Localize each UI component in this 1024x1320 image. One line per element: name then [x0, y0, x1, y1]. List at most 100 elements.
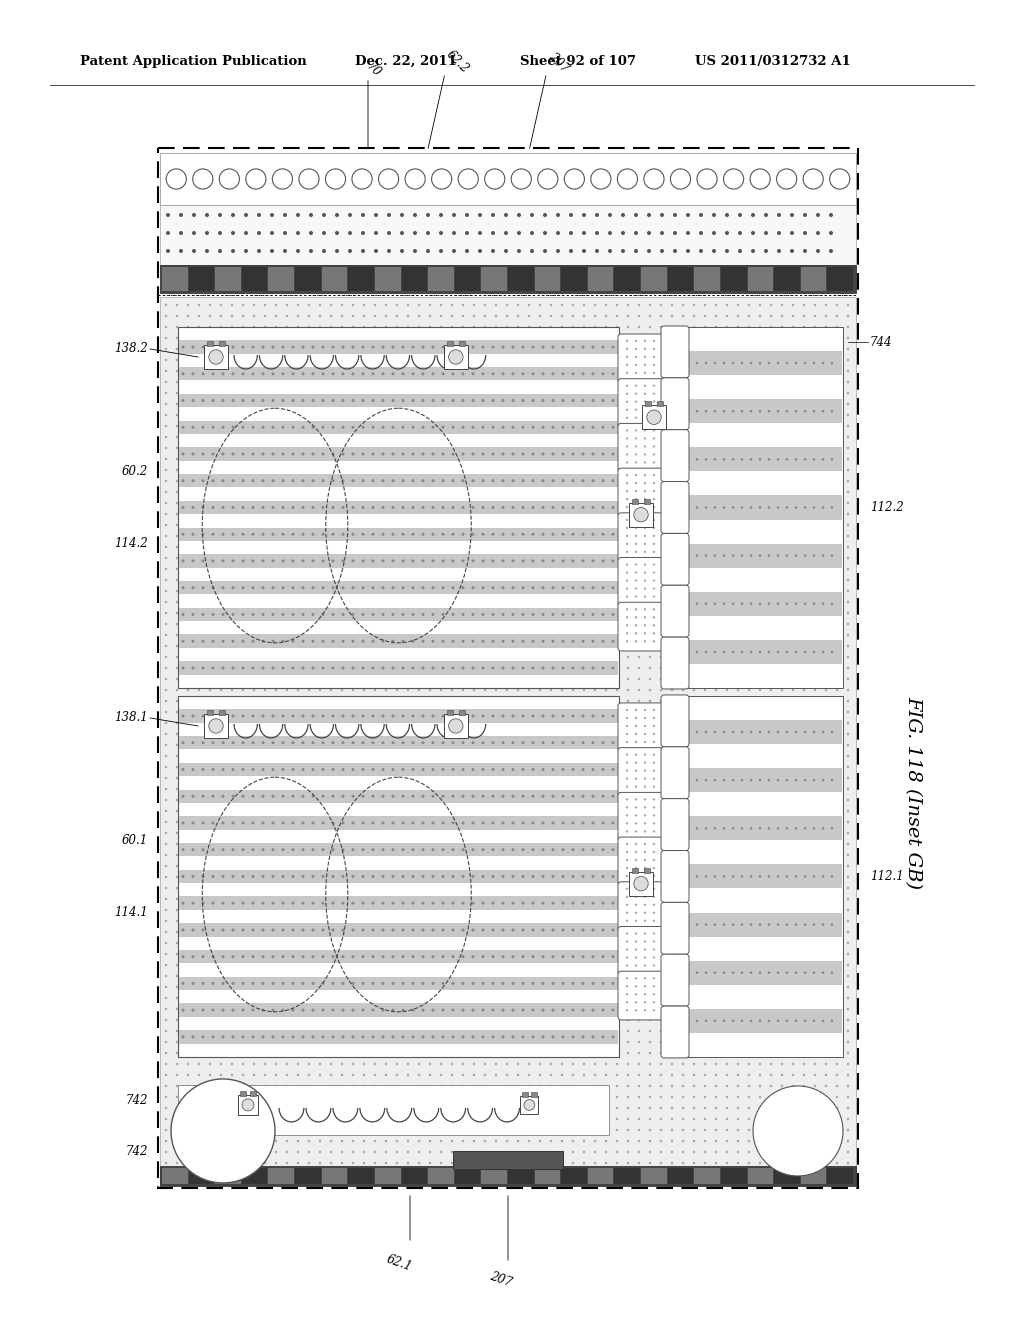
Circle shape: [341, 809, 343, 812]
Circle shape: [662, 993, 665, 995]
Circle shape: [462, 898, 464, 900]
Circle shape: [824, 1162, 827, 1164]
Circle shape: [439, 941, 442, 944]
Circle shape: [330, 611, 333, 614]
Circle shape: [780, 1106, 783, 1109]
Circle shape: [230, 1063, 233, 1065]
Circle shape: [561, 1118, 563, 1121]
Circle shape: [829, 231, 833, 235]
Circle shape: [635, 400, 637, 403]
Circle shape: [527, 512, 530, 515]
Circle shape: [561, 714, 564, 718]
Circle shape: [648, 964, 651, 966]
Circle shape: [605, 578, 607, 581]
Circle shape: [191, 346, 195, 348]
Circle shape: [776, 972, 779, 974]
Circle shape: [583, 1118, 586, 1121]
Circle shape: [506, 380, 508, 383]
Circle shape: [361, 346, 365, 348]
Circle shape: [780, 578, 783, 581]
Circle shape: [418, 1007, 420, 1010]
Circle shape: [626, 474, 628, 477]
Circle shape: [682, 1151, 684, 1154]
Circle shape: [220, 491, 222, 494]
Circle shape: [179, 231, 183, 235]
Circle shape: [594, 1040, 596, 1043]
Circle shape: [471, 560, 474, 562]
Circle shape: [297, 722, 299, 725]
Circle shape: [644, 822, 646, 825]
Circle shape: [462, 446, 464, 449]
Circle shape: [274, 689, 278, 692]
Circle shape: [395, 809, 398, 812]
Circle shape: [429, 1040, 431, 1043]
Circle shape: [517, 1007, 519, 1010]
Circle shape: [220, 1139, 222, 1142]
Circle shape: [671, 524, 674, 527]
Circle shape: [481, 667, 484, 669]
Circle shape: [418, 667, 420, 669]
Circle shape: [814, 1151, 816, 1154]
Circle shape: [274, 535, 278, 537]
Circle shape: [615, 854, 618, 857]
Circle shape: [571, 667, 574, 669]
Circle shape: [594, 634, 596, 636]
Circle shape: [803, 535, 805, 537]
Circle shape: [330, 887, 333, 890]
Circle shape: [795, 651, 798, 653]
Circle shape: [517, 964, 519, 966]
Circle shape: [795, 506, 798, 508]
Circle shape: [374, 1139, 376, 1142]
Circle shape: [176, 898, 178, 900]
Circle shape: [220, 392, 222, 395]
Circle shape: [274, 1172, 278, 1175]
Circle shape: [418, 578, 420, 581]
Circle shape: [351, 768, 354, 771]
Circle shape: [527, 1106, 530, 1109]
Circle shape: [412, 346, 415, 348]
FancyBboxPatch shape: [662, 954, 689, 1006]
Circle shape: [165, 755, 167, 758]
Circle shape: [253, 524, 255, 527]
Circle shape: [792, 634, 795, 636]
Circle shape: [176, 964, 178, 966]
Circle shape: [311, 479, 314, 482]
Circle shape: [659, 1162, 663, 1164]
Circle shape: [748, 644, 751, 647]
Circle shape: [638, 964, 640, 966]
Circle shape: [792, 359, 795, 362]
Circle shape: [274, 337, 278, 339]
Circle shape: [571, 768, 574, 771]
Text: 112.1: 112.1: [870, 870, 904, 883]
Bar: [455, 1168, 480, 1184]
Circle shape: [264, 1063, 266, 1065]
Circle shape: [307, 974, 310, 977]
Circle shape: [748, 986, 751, 989]
Circle shape: [451, 1106, 454, 1109]
Circle shape: [638, 842, 640, 845]
Circle shape: [539, 590, 542, 593]
Circle shape: [286, 832, 289, 834]
Circle shape: [332, 399, 335, 403]
Circle shape: [385, 314, 387, 317]
Circle shape: [407, 326, 410, 329]
Circle shape: [429, 601, 431, 603]
Circle shape: [341, 887, 343, 890]
Circle shape: [264, 413, 266, 416]
Circle shape: [395, 656, 398, 659]
Circle shape: [594, 1073, 596, 1076]
Circle shape: [659, 799, 663, 801]
Circle shape: [492, 714, 495, 718]
Circle shape: [274, 347, 278, 350]
Circle shape: [583, 1085, 586, 1088]
Circle shape: [176, 634, 178, 636]
Circle shape: [736, 689, 739, 692]
Circle shape: [648, 644, 651, 647]
Circle shape: [583, 634, 586, 636]
Circle shape: [307, 1052, 310, 1055]
Circle shape: [527, 842, 530, 845]
Circle shape: [594, 1151, 596, 1154]
Circle shape: [759, 347, 761, 350]
Circle shape: [687, 1019, 689, 1022]
Circle shape: [495, 667, 498, 669]
